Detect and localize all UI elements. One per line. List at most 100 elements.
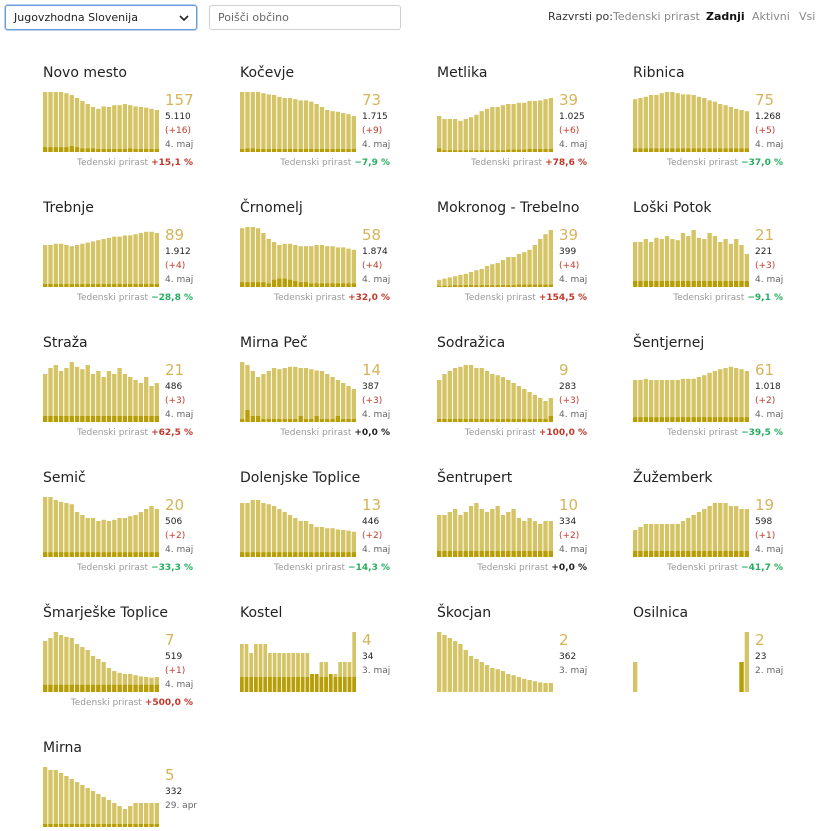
new-cases-bar [468,419,474,422]
new-cases-bar [112,284,117,287]
municipality-card[interactable]: Metlika 39 1.025 (+6) 4. maj Tedenski prirast… [437,65,597,177]
trend-bar [122,374,128,422]
new-cases-bar [511,285,516,287]
trend-bar [447,277,452,287]
new-cases-bar [686,551,691,557]
trend-bar [506,512,511,557]
trend-bar [648,242,654,287]
trend-bar [144,509,149,557]
municipality-name: Mokronog - Trebelno [437,200,580,216]
last-update-date: 4. maj [165,275,194,285]
new-cases-bar [101,149,106,152]
new-cases-bar [80,284,85,287]
municipality-card[interactable]: Trebnje 89 1.912 (+4) 4. maj Tedenski prirast… [43,200,203,312]
trend-bar [138,233,144,287]
trend-bar [258,644,263,692]
new-cases-bar [245,552,250,557]
sort-option-latest[interactable]: Zadnji [705,10,746,26]
trend-bar [696,377,702,422]
municipality-card[interactable]: Šmarješke Toplice 7 519 (+1) 4. maj Tedenski … [43,605,203,717]
new-cases-bar [437,419,442,422]
municipality-card[interactable]: Mirna 5 332 29. apr [43,740,203,831]
municipality-card[interactable]: Mokronog - Trebelno 39 399 (+4) 4. maj Tedens… [437,200,597,312]
sort-option-all[interactable]: Vsi [799,10,816,23]
new-cases-bar [463,551,468,557]
new-cases-bar [101,416,106,422]
trend-bar [330,246,335,287]
municipality-card[interactable]: Osilnica 2 23 2. maj [633,605,793,717]
new-cases-bar [319,677,324,692]
trend-bar [511,509,516,557]
trend-bar [548,683,553,692]
municipality-card[interactable]: Kostel 4 34 3. maj [240,605,400,717]
new-cases-bar [643,551,648,557]
trend-bar [255,228,261,287]
total-cases-count: 399 [559,247,577,257]
sort-option-weekly-growth[interactable]: Tedenski prirast [613,10,700,23]
new-cases-bar [696,551,702,557]
new-cases-bar [648,281,654,287]
new-cases-bar [43,552,48,557]
trend-bar [101,239,106,287]
trend-bar [335,111,341,152]
weekly-growth-label: Tedenski prirast [464,293,536,303]
trend-bar-chart [43,231,159,287]
trend-bar [74,366,80,422]
municipality-card[interactable]: Novo mesto 157 5.110 (+16) 4. maj Tedenski pr… [43,65,203,177]
new-cases-bar [106,149,112,152]
new-cases-bar [325,149,330,152]
trend-bar [250,371,255,422]
municipality-card[interactable]: Mirna Peč 14 387 (+3) 4. maj Tedenski prirast… [240,335,400,447]
new-cases-bar [272,677,277,692]
new-cases-bar [490,551,495,557]
trend-bar [69,504,74,557]
new-cases-bar [96,552,101,557]
weekly-growth: Tedenski prirast −14,3 % [274,563,390,573]
municipality-card[interactable]: Šentjernej 61 1.018 (+2) 4. maj Tedenski prir… [633,335,793,447]
trend-bar [548,98,553,152]
new-cases-bar [48,416,53,422]
new-cases-bar [255,416,261,422]
active-cases-count: 39 [559,226,579,244]
new-cases-bar [330,149,335,152]
new-cases-bar [511,419,516,422]
new-cases-bar [633,551,638,557]
municipality-card[interactable]: Ribnica 75 1.268 (+5) 4. maj Tedenski prirast… [633,65,793,177]
municipality-card[interactable]: Straža 21 486 (+3) 4. maj Tedenski prirast +62… [43,335,203,447]
daily-increase: (+1) [755,531,776,541]
sort-option-active[interactable]: Aktivni [752,10,790,23]
chevron-down-icon [179,15,189,22]
new-cases-bar [659,551,664,557]
new-cases-bar [255,552,261,557]
total-cases-count: 1.018 [755,382,781,392]
new-cases-bar [522,551,527,557]
new-cases-bar [338,677,342,692]
new-cases-bar [144,149,149,152]
municipality-card[interactable]: Kočevje 73 1.715 (+9) 4. maj Tedenski prirast… [240,65,400,177]
new-cases-bar [240,149,245,152]
trend-bar [468,272,474,287]
new-cases-bar [240,282,245,287]
municipality-card[interactable]: Sodražica 9 283 (+3) 4. maj Tedenski prirast +… [437,335,597,447]
municipality-search-input[interactable] [209,5,401,30]
new-cases-bar [154,824,159,827]
last-update-date: 3. maj [559,666,588,676]
trend-bar [255,500,261,557]
municipality-card[interactable]: Črnomelj 58 1.874 (+4) 4. maj Tedenski priras… [240,200,400,312]
trend-bar [122,235,128,287]
region-select[interactable]: Jugovzhodna Slovenija [5,5,197,30]
trend-bar [351,531,356,557]
new-cases-bar [330,552,335,557]
weekly-growth-label: Tedenski prirast [280,428,352,438]
municipality-card[interactable]: Šentrupert 10 334 (+2) 4. maj Tedenski priras… [437,470,597,582]
trend-bar [506,257,511,287]
active-cases-count: 61 [755,361,775,379]
municipality-card[interactable]: Dolenjske Toplice 13 446 (+2) 4. maj Tedenski… [240,470,400,582]
trend-bar [43,92,48,152]
municipality-card[interactable]: Škocjan 2 362 3. maj [437,605,597,717]
trend-bar [138,676,144,692]
municipality-card[interactable]: Loški Potok 21 221 (+3) 4. maj Tedenski prira… [633,200,793,312]
municipality-card[interactable]: Žužemberk 19 598 (+1) 4. maj Tedenski prirast… [633,470,793,582]
trend-bar [675,240,680,287]
municipality-card[interactable]: Semič 20 506 (+2) 4. maj Tedenski prirast −33,… [43,470,203,582]
